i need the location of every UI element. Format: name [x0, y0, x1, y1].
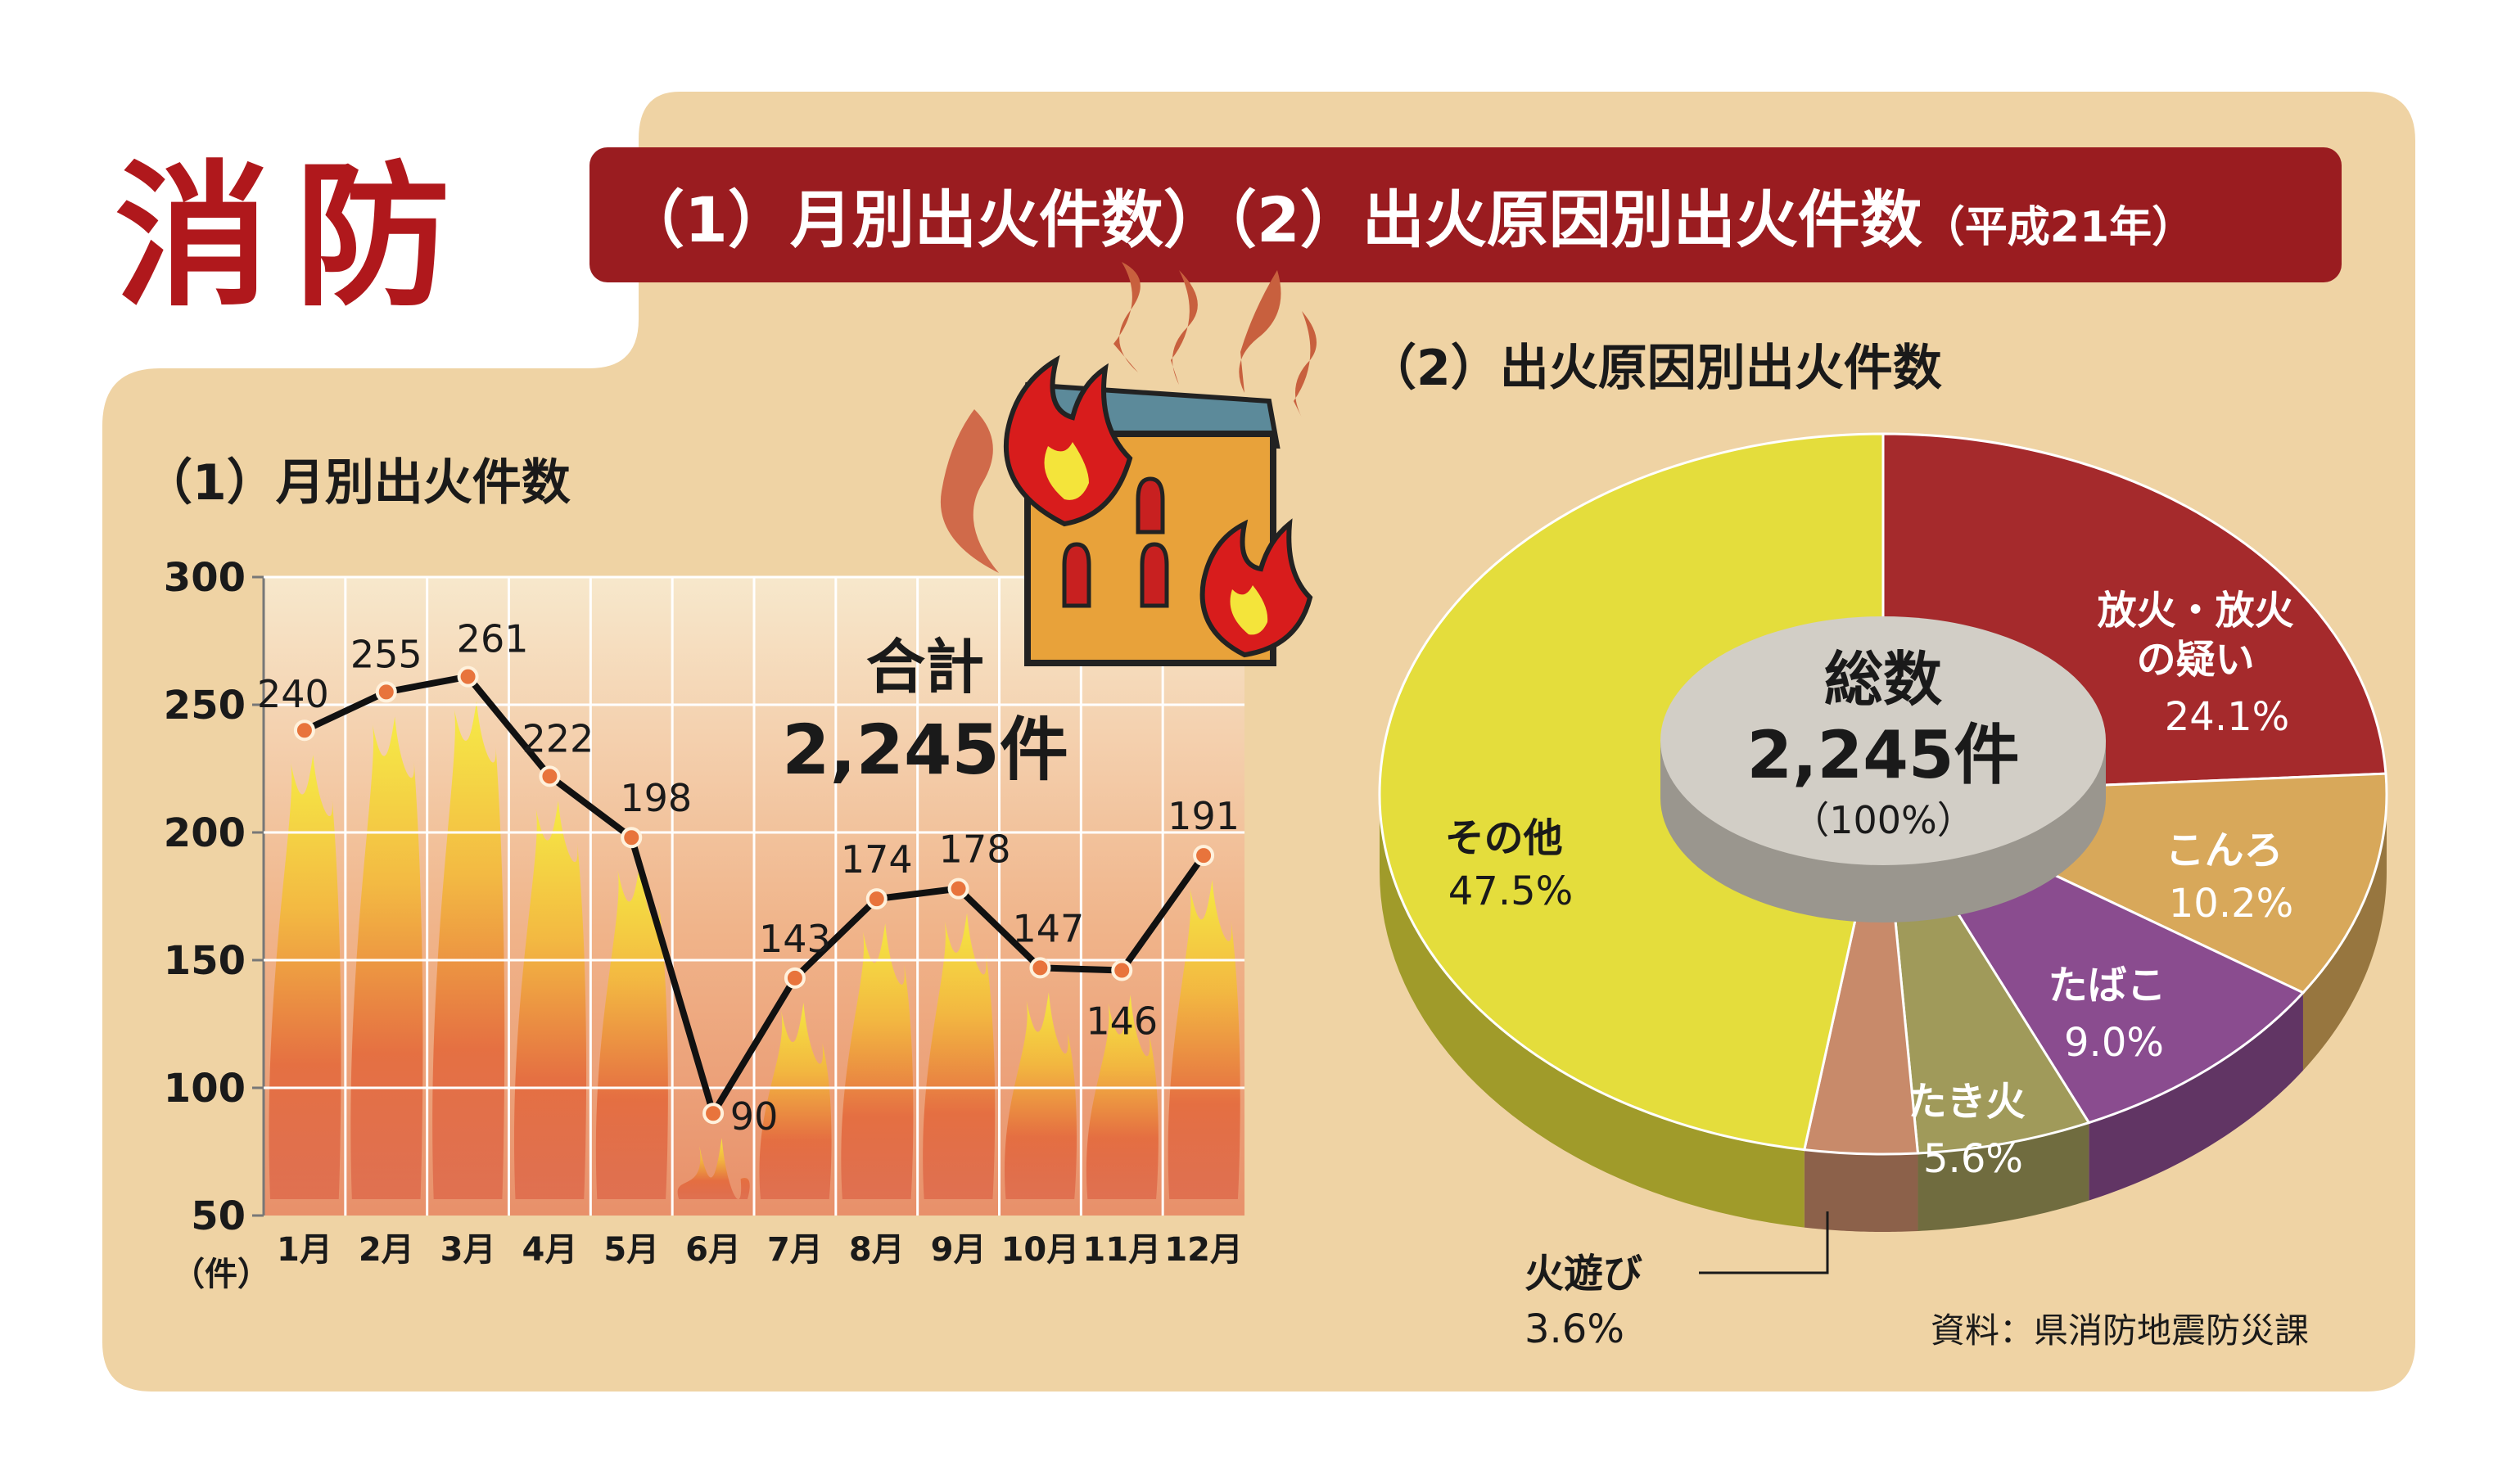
pie-slice: [1378, 432, 1885, 1152]
slice-name-tobacco: たばこ: [2048, 963, 2166, 1008]
banner-part2: （2）出火原因別出火件数: [1226, 183, 1922, 256]
slice-label-tobacco: たばこ 9.0%: [2048, 963, 2180, 1066]
pie-slice-side: [1380, 794, 1805, 1228]
center-value: 2,245件: [1746, 717, 2019, 793]
pie-slice-side: [2302, 794, 2387, 1071]
data-point: [947, 877, 969, 900]
pie-slice-side: [2089, 992, 2303, 1201]
y-tick-label: 250: [164, 683, 246, 728]
flame-bar: [1086, 995, 1159, 1199]
slice-label-stove: こんろ 10.2%: [2166, 828, 2297, 927]
data-point: [457, 665, 479, 688]
slice-value-stove: 10.2%: [2169, 881, 2293, 927]
y-axis-unit: （件）: [172, 1256, 270, 1293]
y-tick-label: 300: [164, 555, 246, 601]
total-value: 2,245件: [782, 710, 1068, 790]
x-tick-label: 6月: [685, 1231, 741, 1269]
y-tick-label: 100: [164, 1066, 246, 1112]
flame-bar: [595, 862, 668, 1199]
center-label: 総数: [1824, 645, 1942, 714]
slice-name-fireplay: 火遊び: [1525, 1251, 1642, 1297]
x-tick-label: 9月: [931, 1231, 987, 1269]
svg-text:（1）月別出火件数）（2）出火原因別出火件数（平成21年）: （1）月別出火件数）（2）出火原因別出火件数（平成21年）: [622, 183, 2194, 256]
flame-bar: [350, 716, 423, 1199]
line-chart-title: （1）月別出火件数: [143, 454, 571, 512]
leader-line-fireplay: [1699, 1211, 1829, 1274]
slice-label-bonfire: たき火 5.6%: [1908, 1079, 2039, 1182]
total-label: 合計: [866, 633, 984, 701]
x-tick-label: 10月: [1001, 1231, 1080, 1269]
flame-bar: [432, 701, 505, 1199]
data-point: [784, 967, 806, 989]
data-point: [865, 888, 888, 910]
title-banner: （1）月別出火件数）（2）出火原因別出火件数（平成21年）: [589, 147, 2342, 282]
data-label: 255: [350, 632, 422, 676]
data-point: [1029, 957, 1051, 979]
data-label: 191: [1168, 794, 1240, 838]
y-tick-label: 50: [191, 1193, 246, 1239]
banner-part1: （1）月別出火件数）: [622, 183, 1226, 256]
data-line: [303, 673, 1207, 1117]
x-tick-label: 11月: [1082, 1231, 1161, 1269]
slice-value-fireplay: 3.6%: [1525, 1306, 1624, 1352]
data-point: [375, 681, 397, 703]
data-point: [1111, 959, 1133, 981]
center-sub: （100%）: [1791, 798, 1975, 842]
data-label: 147: [1013, 906, 1085, 950]
pie-slice-side: [1917, 1122, 2089, 1231]
x-tick-label: 8月: [849, 1231, 905, 1269]
flame-bar: [1004, 992, 1077, 1199]
y-tick-label: 200: [164, 810, 246, 856]
source-note: 資料：県消防地震防災課: [1931, 1310, 2309, 1351]
flame-bar: [513, 801, 587, 1199]
slice-value-arson: 24.1%: [2165, 694, 2289, 740]
y-tick-label: 150: [164, 938, 246, 984]
data-point: [1193, 845, 1215, 867]
data-label: 143: [759, 917, 831, 961]
slice-label-arson: 放火・放火 の疑い 24.1%: [2098, 588, 2308, 740]
slice-name-other: その他: [1445, 815, 1563, 861]
data-label: 198: [620, 776, 692, 820]
slice-label-other: その他 47.5%: [1445, 815, 1577, 914]
flame-bar: [759, 1002, 832, 1199]
data-label: 178: [939, 828, 1011, 872]
slice-value-tobacco: 9.0%: [2064, 1020, 2164, 1066]
x-tick-label: 2月: [359, 1231, 414, 1269]
slice-name-stove: こんろ: [2166, 828, 2283, 873]
slice-value-other: 47.5%: [1448, 868, 1573, 914]
data-label: 146: [1086, 999, 1158, 1043]
data-point: [539, 765, 561, 787]
data-point: [293, 719, 315, 742]
x-tick-label: 12月: [1164, 1231, 1243, 1269]
x-tick-label: 7月: [767, 1231, 823, 1269]
x-tick-label: 5月: [603, 1231, 659, 1269]
pie-chart: 総数 2,245件 （100%） 放火・放火 の疑い 24.1% こんろ 10.…: [1378, 432, 2388, 1352]
flame-bar: [841, 923, 914, 1199]
data-label: 174: [841, 837, 913, 882]
data-label: 240: [257, 672, 329, 716]
slice-name-bonfire: たき火: [1908, 1079, 2026, 1125]
data-point: [702, 1103, 725, 1125]
slice-value-bonfire: 5.6%: [1923, 1136, 2023, 1182]
data-label: 261: [457, 617, 529, 661]
data-label: 90: [730, 1094, 779, 1139]
flame-bar: [677, 1138, 750, 1200]
center-disc: [1660, 616, 2106, 922]
flame-bar: [923, 913, 996, 1199]
banner-part3: （平成21年）: [1922, 203, 2194, 252]
x-tick-label: 4月: [522, 1231, 577, 1269]
x-tick-label: 3月: [440, 1231, 496, 1269]
slice-label-fireplay: 火遊び 3.6%: [1525, 1251, 1656, 1352]
burning-house-icon: [940, 262, 1317, 666]
data-point: [621, 827, 643, 849]
x-tick-label: 1月: [277, 1231, 332, 1269]
logo-title: 消防: [115, 147, 475, 327]
pie-slice-side: [1804, 1149, 1918, 1232]
pie-chart-title: （2）出火原因別出火件数: [1367, 340, 1942, 397]
data-label: 222: [522, 716, 594, 760]
